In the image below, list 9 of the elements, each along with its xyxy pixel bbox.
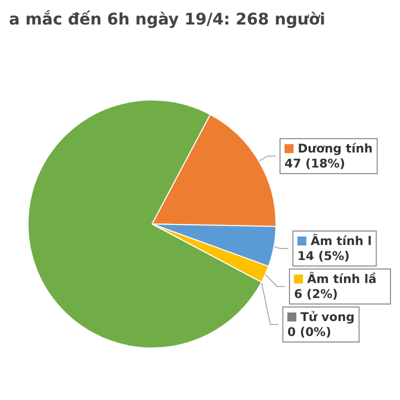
data-label: 6 (2%) bbox=[294, 287, 338, 302]
legend-label: Dương tính bbox=[294, 142, 373, 156]
data-label: 14 (5%) bbox=[297, 249, 350, 264]
chart-title: a mắc đến 6h ngày 19/4: 268 người bbox=[9, 10, 326, 28]
text: 0 (0%) bbox=[287, 325, 332, 340]
legend-label: Âm tính lầ bbox=[302, 271, 376, 286]
legend-label: Âm tính l bbox=[306, 233, 372, 248]
data-label: 47 (18%) bbox=[284, 156, 346, 171]
legend-label: Tử vong bbox=[296, 310, 355, 324]
